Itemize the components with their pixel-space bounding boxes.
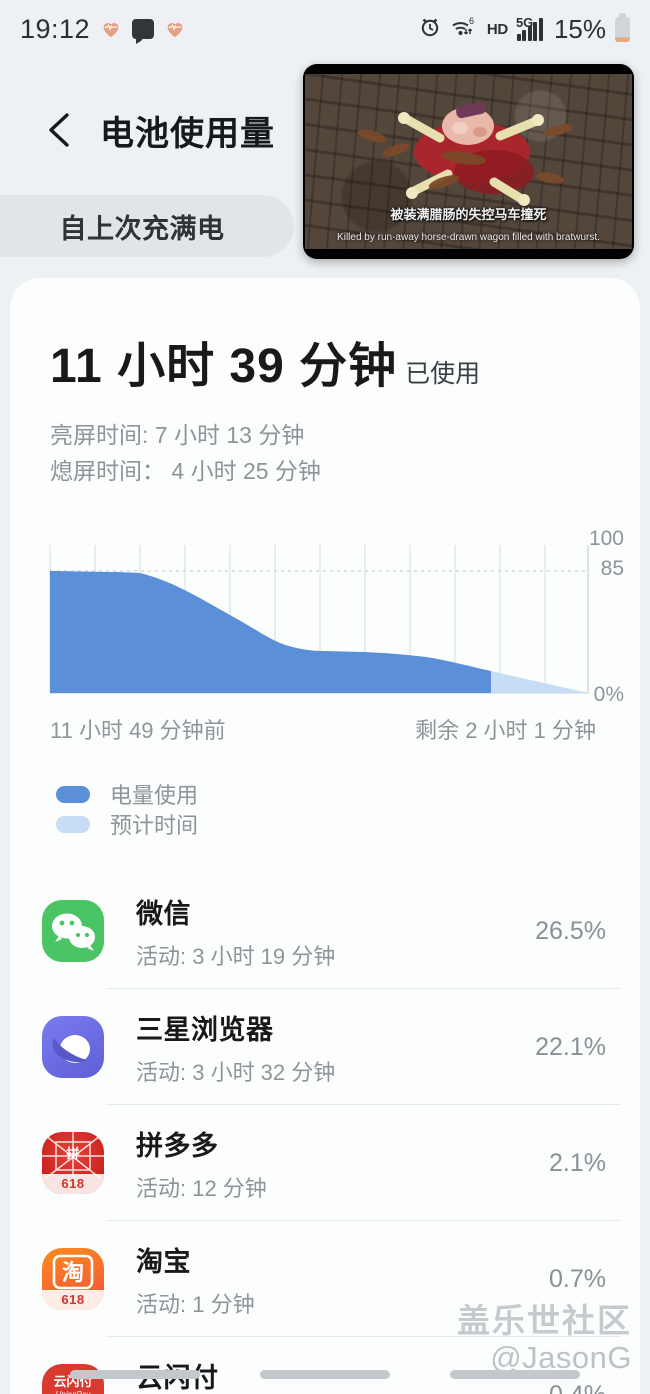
legend-item-projected: 预计时间 — [56, 809, 640, 839]
unionpay-icon: 云闪付 UnionPay — [42, 1364, 104, 1394]
list-item[interactable]: 淘 618 淘宝 活动: 1 分钟 0.7% — [10, 1221, 640, 1338]
app-info: 三星浏览器 活动: 3 小时 32 分钟 — [136, 1008, 535, 1087]
status-bar-left: 19:12 — [20, 14, 186, 45]
chart-area-projected — [491, 671, 588, 694]
screen-off-time: 熄屏时间： 4 小时 25 分钟 — [50, 457, 321, 484]
battery-icon — [615, 12, 630, 42]
app-activity: 活动: 12 分钟 — [136, 1175, 267, 1201]
app-activity: 活动: 1 分钟 — [136, 1291, 255, 1317]
app-usage-list: 微信 活动: 3 小时 19 分钟 26.5% 三星浏 — [10, 873, 640, 1394]
wechat-icon — [42, 900, 104, 963]
battery-usage-card: 11 小时 39 分钟 已使用 亮屏时间: 7 小时 13 分钟 熄屏时间： 4… — [10, 278, 640, 1394]
battery-percent-label: 15% — [553, 13, 606, 44]
heart-icon — [164, 18, 186, 40]
video-subtitle-english: Killed by run-away horse-drawn wagon fil… — [337, 232, 600, 243]
nav-home-button[interactable] — [260, 1369, 390, 1379]
nav-back-button[interactable] — [450, 1369, 580, 1379]
page-title: 电池使用量 — [100, 114, 275, 153]
app-badge: 618 — [42, 1174, 104, 1195]
chart-ytick-85: 85 — [600, 557, 624, 581]
chart-xlabel-start: 11 小时 49 分钟前 — [50, 718, 226, 744]
picture-in-picture-video[interactable]: 被装满腊肠的失控马车撞死 Killed by run-away horse-dr… — [303, 64, 634, 259]
list-divider — [106, 1336, 620, 1338]
usage-summary: 11 小时 39 分钟 已使用 亮屏时间: 7 小时 13 分钟 熄屏时间： 4… — [10, 278, 640, 489]
status-bar-clock: 19:12 — [20, 13, 91, 44]
chip-label: 自上次充满电 — [59, 213, 225, 244]
app-info: 淘宝 活动: 1 分钟 — [136, 1240, 549, 1319]
chat-bubble-icon — [132, 19, 155, 44]
app-percent: 22.1% — [535, 1032, 606, 1061]
battery-level-chart: 100 85 0% 11 小时 49 分钟前 剩余 2 小时 1 分钟 — [10, 527, 640, 743]
wifi6-icon: 6 — [451, 15, 478, 44]
hd-icon: HD — [486, 20, 508, 38]
system-navigation-bar — [0, 1354, 650, 1394]
since-last-full-charge-chip[interactable]: 自上次充满电 — [0, 195, 294, 257]
chart-x-labels: 11 小时 49 分钟前 剩余 2 小时 1 分钟 — [50, 713, 596, 745]
legend-label-usage: 电量使用 — [110, 783, 199, 809]
svg-text:6: 6 — [469, 16, 474, 26]
list-item[interactable]: 拼 618 拼多多 活动: 12 分钟 2.1% — [10, 1105, 640, 1222]
chart-ytick-0: 0% — [593, 683, 624, 707]
screen-on-time: 亮屏时间: 7 小时 13 分钟 — [50, 422, 305, 448]
app-activity: 活动: 3 小时 19 分钟 — [136, 943, 336, 969]
chart-area-usage — [50, 571, 491, 694]
page-header: 电池使用量 — [0, 95, 650, 165]
legend-swatch-usage — [56, 785, 90, 803]
back-chevron-icon[interactable] — [30, 100, 90, 160]
app-name: 拼多多 — [136, 1130, 219, 1161]
list-item[interactable]: 微信 活动: 3 小时 19 分钟 26.5% — [10, 873, 640, 990]
status-bar-right: 6 HD 5G 15% — [418, 12, 630, 45]
svg-text:UnionPay: UnionPay — [56, 1390, 92, 1394]
heart-icon — [100, 18, 122, 40]
usage-breakdown: 亮屏时间: 7 小时 13 分钟 熄屏时间： 4 小时 25 分钟 — [50, 418, 600, 489]
legend-item-usage: 电量使用 — [56, 779, 640, 809]
app-percent: 2.1% — [549, 1148, 606, 1177]
app-percent: 26.5% — [535, 916, 606, 945]
app-badge: 618 — [42, 1290, 104, 1311]
taobao-icon: 淘 618 — [42, 1248, 104, 1311]
usage-duration-suffix: 已使用 — [405, 360, 481, 388]
list-divider — [106, 988, 620, 990]
app-percent: 0.7% — [549, 1264, 606, 1293]
app-name: 三星浏览器 — [136, 1014, 274, 1045]
5g-signal-icon: 5G — [516, 15, 543, 41]
legend-swatch-projected — [56, 815, 90, 833]
svg-text:拼: 拼 — [66, 1146, 79, 1161]
usage-duration-row: 11 小时 39 分钟 已使用 — [50, 326, 600, 396]
video-frame: 被装满腊肠的失控马车撞死 Killed by run-away horse-dr… — [305, 74, 632, 249]
list-divider — [106, 1220, 620, 1222]
app-name: 微信 — [136, 898, 191, 929]
app-info: 拼多多 活动: 12 分钟 — [136, 1124, 549, 1203]
app-name: 淘宝 — [136, 1246, 191, 1277]
usage-duration: 11 小时 39 分钟 — [50, 340, 398, 393]
chart-plot-area — [49, 545, 589, 695]
app-percent: 0.4% — [549, 1381, 606, 1394]
svg-text:淘: 淘 — [62, 1260, 84, 1285]
samsung-internet-icon — [42, 1016, 104, 1079]
legend-label-projected: 预计时间 — [110, 813, 199, 839]
list-item[interactable]: 三星浏览器 活动: 3 小时 32 分钟 22.1% — [10, 989, 640, 1106]
chart-ytick-100: 100 — [588, 527, 624, 551]
chart-legend: 电量使用 预计时间 — [56, 779, 640, 839]
cartoon-figure-illustration — [357, 101, 573, 206]
list-divider — [106, 1104, 620, 1106]
status-bar: 19:12 6 HD — [0, 0, 650, 58]
nav-recents-button[interactable] — [70, 1369, 200, 1379]
app-info: 微信 活动: 3 小时 19 分钟 — [136, 892, 535, 971]
alarm-icon — [418, 15, 442, 44]
pinduoduo-icon: 拼 618 — [42, 1132, 104, 1195]
video-subtitle-chinese: 被装满腊肠的失控马车撞死 — [390, 207, 547, 222]
chart-xlabel-end: 剩余 2 小时 1 分钟 — [415, 718, 596, 744]
app-activity: 活动: 3 小时 32 分钟 — [136, 1059, 336, 1085]
